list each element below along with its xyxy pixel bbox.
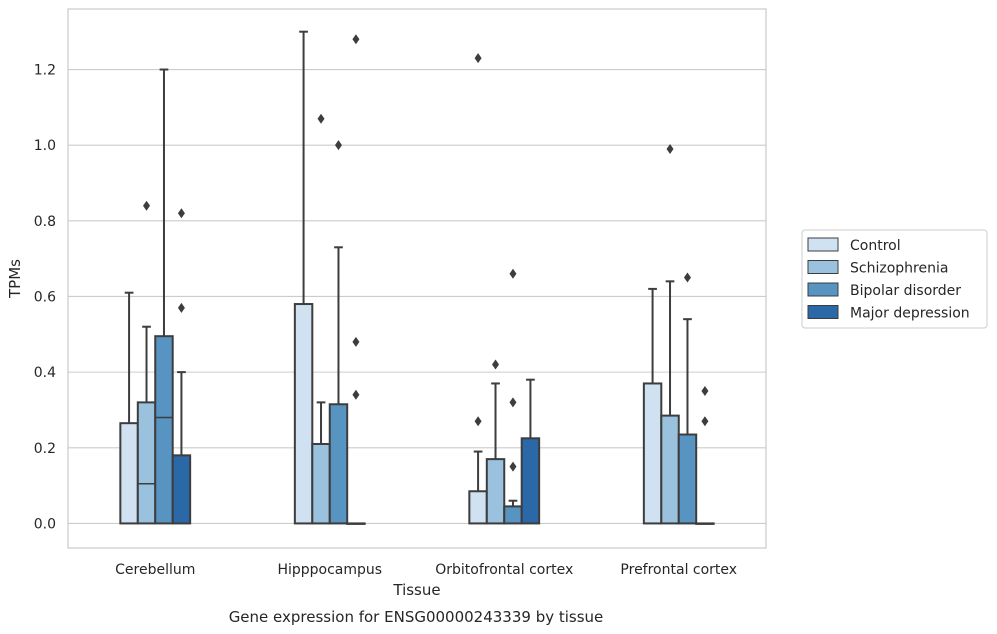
y-tick-label: 0.8 — [34, 214, 56, 230]
box-4-2 — [346, 522, 366, 525]
box-2-2 — [311, 401, 331, 525]
outlier-point — [492, 359, 500, 370]
box-rect — [328, 403, 349, 525]
legend-entry: Bipolar disorder — [850, 283, 961, 299]
boxes — [119, 30, 715, 525]
box-rect — [503, 505, 523, 525]
outlier-point — [352, 34, 360, 45]
x-axis-label: Tissue — [392, 581, 440, 599]
box-rect — [468, 490, 488, 525]
box-1-1 — [119, 291, 139, 525]
box-rect — [311, 442, 331, 525]
box-2-4 — [660, 280, 680, 525]
box-rect — [171, 454, 192, 525]
box-3-4 — [677, 318, 698, 525]
box-3-3 — [503, 499, 523, 525]
x-tick-label: Orbitofrontal cortex — [435, 562, 573, 578]
outlier-point — [474, 53, 482, 64]
box-rect — [119, 422, 139, 525]
legend-entry: Schizophrenia — [850, 261, 948, 277]
outlier-point — [474, 416, 482, 427]
box-rect — [642, 382, 663, 525]
outlier-point — [352, 336, 360, 347]
outlier-point — [317, 113, 325, 124]
box-1-4 — [642, 287, 663, 525]
box-rect — [677, 433, 698, 525]
box-1-2 — [293, 30, 314, 525]
legend: Control Schizophrenia Bipolar disorder Majo… — [801, 229, 988, 329]
y-tick-label: 1.2 — [34, 63, 56, 79]
box-1-3 — [468, 450, 488, 525]
outlier-point — [509, 397, 517, 408]
box-rect — [293, 303, 314, 525]
outlier-point — [683, 272, 691, 283]
y-tick-label: 0.6 — [34, 289, 56, 305]
x-tick-label: Hipppocampus — [277, 562, 382, 578]
outlier-point — [701, 416, 709, 427]
outlier-point — [509, 268, 517, 279]
y-tick-label: 1.0 — [34, 138, 56, 154]
outlier-point — [509, 461, 517, 472]
box-rect — [154, 335, 174, 525]
box-rect — [485, 458, 506, 525]
outlier-point — [143, 200, 151, 211]
box-2-1 — [136, 325, 157, 525]
y-axis-label: TPMs — [6, 259, 24, 299]
box-4-1 — [171, 371, 192, 525]
outliers — [143, 34, 709, 472]
box-rect — [660, 414, 680, 525]
box-4-4 — [695, 522, 715, 525]
legend-frame — [801, 229, 988, 329]
chart-caption: Gene expression for ENSG00000243339 by t… — [229, 608, 604, 626]
y-tick-label: 0.0 — [34, 516, 56, 532]
outlier-point — [177, 208, 185, 219]
box-3-1 — [154, 68, 174, 525]
x-axis-ticks: Cerebellum Hipppocampus Orbitofrontal cort… — [115, 562, 737, 578]
outlier-point — [701, 386, 709, 397]
outlier-point — [352, 389, 360, 400]
y-axis-ticks: 0.0 0.2 0.4 0.6 0.8 1.0 1.2 — [34, 63, 56, 533]
outlier-point — [666, 143, 674, 154]
outlier-point — [334, 140, 342, 151]
x-tick-label: Prefrontal cortex — [620, 562, 737, 578]
y-tick-label: 0.4 — [34, 365, 56, 381]
box-2-3 — [485, 382, 506, 525]
box-3-2 — [328, 246, 349, 525]
y-tick-label: 0.2 — [34, 441, 56, 457]
legend-swatch — [807, 260, 839, 274]
outlier-point — [177, 302, 185, 313]
box-rect — [136, 401, 157, 525]
legend-swatch — [807, 282, 839, 297]
legend-swatch — [807, 237, 839, 252]
x-tick-label: Cerebellum — [115, 562, 195, 578]
box-4-3 — [520, 378, 541, 525]
box-rect — [520, 437, 541, 525]
legend-entry: Control — [850, 238, 901, 254]
legend-swatch — [807, 305, 839, 319]
plot-frame — [67, 8, 767, 549]
legend-entry: Major depression — [850, 306, 970, 322]
